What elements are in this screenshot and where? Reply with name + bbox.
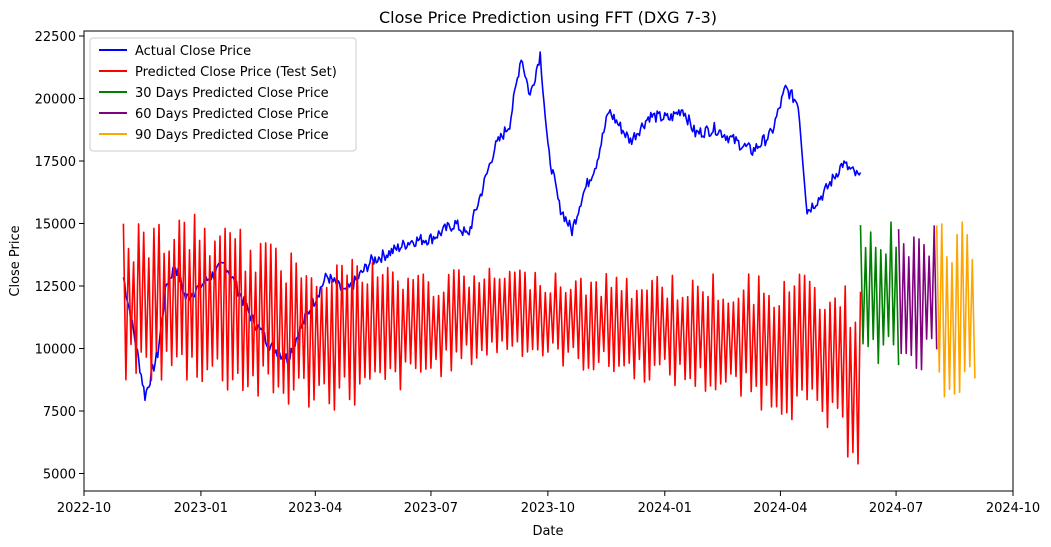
x-tick-label: 2023-07 [404, 501, 458, 516]
series-line-3 [897, 225, 938, 371]
x-axis: 2022-10 2023-01 2023-04 2023-07 2023-10 2024-… [57, 491, 1040, 516]
y-tick-label: 7500 [43, 405, 76, 420]
x-tick-label: 2023-10 [521, 501, 575, 516]
chart-title: Close Price Prediction using FFT (DXG 7-… [379, 8, 717, 27]
x-tick-label: 2023-04 [288, 501, 342, 516]
x-tick-label: 2024-01 [638, 501, 692, 516]
series-line-4 [935, 221, 976, 398]
series-line-1 [122, 213, 862, 465]
x-tick-label: 2024-07 [869, 501, 923, 516]
legend-box [89, 37, 357, 152]
x-tick-label: 2023-01 [174, 501, 228, 516]
y-tick-label: 17500 [35, 155, 76, 170]
legend-label: Actual Close Price [135, 44, 251, 59]
legend: Actual Close Price Predicted Close Price … [89, 37, 357, 152]
y-tick-label: 5000 [43, 468, 76, 483]
legend-label: Predicted Close Price (Test Set) [135, 65, 337, 80]
y-tick-label: 22500 [35, 30, 76, 45]
plot-frame [83, 30, 1014, 492]
legend-label: 60 Days Predicted Close Price [135, 107, 329, 122]
legend-label: 90 Days Predicted Close Price [135, 128, 329, 143]
x-tick-label: 2024-04 [753, 501, 807, 516]
y-tick-label: 20000 [35, 93, 76, 108]
x-tick-label: 2022-10 [57, 501, 111, 516]
x-tick-label: 2024-10 [986, 501, 1040, 516]
y-tick-label: 12500 [35, 280, 76, 295]
legend-label: 30 Days Predicted Close Price [135, 86, 329, 101]
plot-series [122, 51, 976, 465]
y-tick-label: 10000 [35, 343, 76, 358]
y-axis-label: Close Price [8, 225, 23, 296]
y-tick-label: 15000 [35, 218, 76, 233]
series-line-2 [859, 221, 900, 366]
y-axis: 5000 7500 10000 12500 15000 17500 20000 22500 [35, 30, 84, 483]
x-axis-label: Date [532, 524, 563, 539]
